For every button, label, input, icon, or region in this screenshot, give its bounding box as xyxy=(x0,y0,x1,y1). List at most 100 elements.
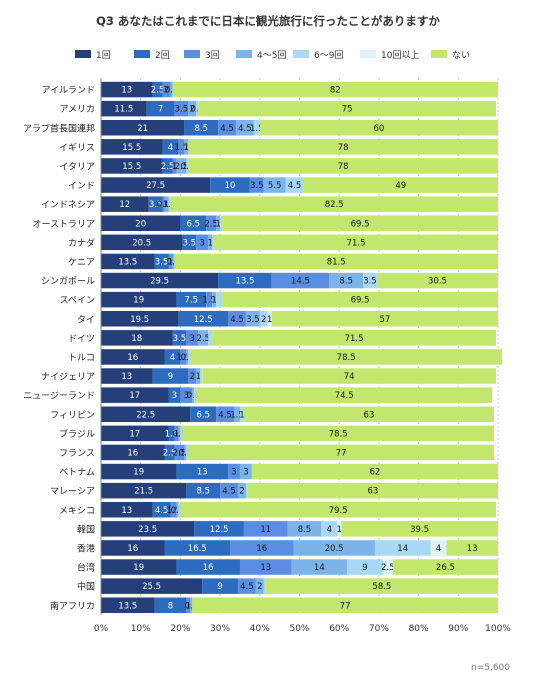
bar-segment xyxy=(220,215,223,231)
data-label: 3.5 xyxy=(155,257,169,267)
bar-segment xyxy=(218,272,272,289)
bar-segment xyxy=(178,311,229,327)
data-label: 17 xyxy=(129,429,140,439)
data-label: 4 xyxy=(436,544,441,554)
data-label: 12.5 xyxy=(210,525,229,535)
bar-segment xyxy=(202,368,497,384)
data-label: 20 xyxy=(135,219,146,229)
data-label: 4 xyxy=(327,525,332,535)
bar-segment xyxy=(196,387,493,403)
data-label: 2.5 xyxy=(196,334,210,344)
bar-segment xyxy=(101,578,203,594)
bar-segment xyxy=(180,425,183,442)
category-label: マレーシア xyxy=(50,487,95,497)
data-label: 2.5 xyxy=(175,162,189,172)
data-label: 2.5 xyxy=(161,162,175,172)
bar-segment xyxy=(190,349,502,365)
data-label: 3.5 xyxy=(183,238,197,248)
category-label: インドネシア xyxy=(41,200,95,211)
data-label: 13.5 xyxy=(118,257,137,267)
data-label: 69.5 xyxy=(351,219,370,229)
legend-label: 1回 xyxy=(96,50,111,61)
bar-segment xyxy=(376,272,498,289)
data-label: 1 xyxy=(184,143,189,153)
bar-segment xyxy=(176,559,240,575)
bar-segment xyxy=(172,158,177,174)
data-label: 13 xyxy=(121,86,132,96)
bar-segment xyxy=(188,349,191,365)
data-label: 3.5 xyxy=(250,181,264,191)
data-label: 7.5 xyxy=(185,296,199,306)
data-label: 4.5 xyxy=(240,582,254,592)
bar-segment xyxy=(293,540,375,556)
bar-segment xyxy=(101,444,165,461)
bar-segment xyxy=(162,158,173,174)
data-label: 3.5 xyxy=(363,277,377,287)
data-label: 19 xyxy=(133,468,144,478)
bar-segment xyxy=(190,597,193,613)
bar-segment xyxy=(188,100,197,117)
bar-segment xyxy=(430,540,447,556)
x-tick-label: 100% xyxy=(485,624,511,634)
data-label: 10 xyxy=(225,181,236,191)
data-label: 14.5 xyxy=(291,277,310,287)
data-label: 77 xyxy=(336,448,347,458)
bar-segment xyxy=(162,139,179,155)
data-label: 20.5 xyxy=(325,544,344,554)
x-tick-label: 60% xyxy=(329,624,349,634)
bar-segment xyxy=(101,234,183,251)
category-label: フランス xyxy=(59,448,95,459)
data-label: 79.5 xyxy=(329,506,348,516)
bar-segment xyxy=(101,100,147,117)
category-label: アラブ首長国連邦 xyxy=(23,122,95,134)
data-label: 74.5 xyxy=(335,391,354,401)
data-label: 19 xyxy=(133,296,144,306)
legend-label: 10回以上 xyxy=(381,50,419,61)
bar-segment xyxy=(101,521,195,537)
bar-segment xyxy=(446,540,498,556)
legend-label: 2回 xyxy=(155,50,170,61)
x-tick-label: 50% xyxy=(289,624,309,634)
data-label: 17 xyxy=(129,391,140,401)
data-label: 0.5 xyxy=(181,162,195,172)
bar-segment xyxy=(212,234,215,251)
x-tick-label: 10% xyxy=(131,624,151,634)
category-label: インド xyxy=(68,182,95,192)
data-label: 12.5 xyxy=(194,315,213,325)
data-label: 21.5 xyxy=(134,487,153,497)
category-label: 韓国 xyxy=(77,524,95,535)
bar-segment xyxy=(347,559,383,575)
data-label: 69.5 xyxy=(351,296,370,306)
bar-segment xyxy=(192,387,195,403)
bar-segment xyxy=(164,196,169,212)
data-label: 9 xyxy=(362,563,367,573)
data-label: 1 xyxy=(164,200,169,210)
data-label: 2.5 xyxy=(204,219,218,229)
bar-segment xyxy=(190,406,217,422)
category-label: ドイツ xyxy=(68,334,95,344)
bar-segment xyxy=(218,120,236,136)
legend: 1回 2回 3回 4〜5回 6〜9回 10回以上 ない xyxy=(75,50,470,61)
bar-segment xyxy=(243,521,288,537)
bar-segment xyxy=(239,559,292,575)
category-label: アメリカ xyxy=(59,104,95,115)
legend-swatch xyxy=(75,50,91,58)
bar-segment xyxy=(287,521,322,537)
bar-segment xyxy=(184,139,189,155)
bar-segment xyxy=(101,425,169,442)
bar-segment xyxy=(206,215,217,231)
category-label: 台湾 xyxy=(77,562,95,574)
bar-segment xyxy=(164,349,181,365)
bar-segment xyxy=(251,463,498,480)
data-label: 1.5 xyxy=(202,296,216,306)
bar-segment xyxy=(265,578,498,594)
bar-segment xyxy=(164,540,231,556)
data-label: 20.5 xyxy=(132,238,151,248)
bar-segment xyxy=(101,540,165,556)
data-label: 16 xyxy=(256,544,267,554)
bar-segment xyxy=(154,253,169,270)
bar-segment xyxy=(291,559,348,575)
data-label: 82 xyxy=(330,86,341,96)
data-label: 60 xyxy=(373,124,384,134)
